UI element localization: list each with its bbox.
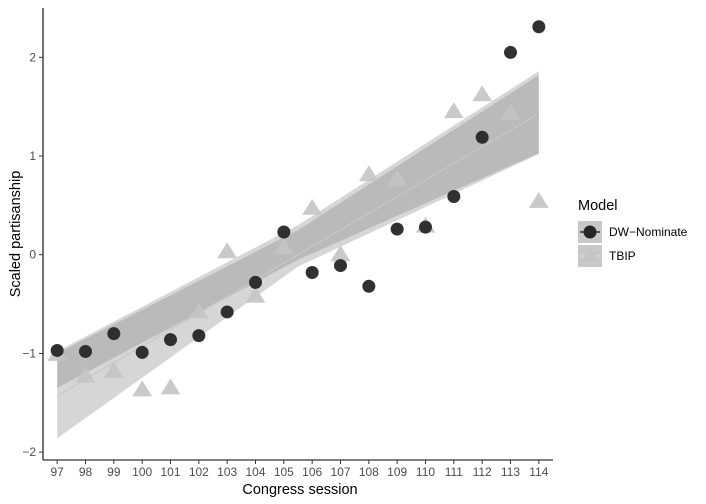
- legend-title: Model: [578, 198, 618, 214]
- dw-nominate-point: [192, 329, 206, 343]
- legend-label: DW−Nominate: [609, 225, 688, 239]
- tbip-point: [273, 238, 294, 255]
- confidence-band-dw-nominate: [57, 75, 539, 388]
- y-axis-title: Scaled partisanship: [8, 171, 24, 298]
- y-tick-label: −2: [22, 445, 36, 459]
- tbip-point: [330, 245, 351, 262]
- dw-nominate-point: [277, 225, 291, 239]
- dw-nominate-point: [249, 275, 262, 289]
- dw-nominate-point: [532, 20, 546, 34]
- tbip-point: [188, 302, 209, 319]
- dw-nominate-point: [164, 333, 177, 347]
- x-tick-label: 99: [107, 465, 121, 479]
- tbip-point: [302, 198, 323, 215]
- y-tick-label: 1: [29, 149, 36, 163]
- y-tick-label: 2: [29, 50, 36, 64]
- dw-nominate-point: [79, 344, 92, 358]
- x-tick-label: 103: [217, 465, 237, 479]
- legend-triangle-marker: [581, 247, 599, 262]
- x-tick-label: 110: [416, 465, 435, 479]
- x-tick-label: 108: [359, 465, 379, 479]
- dw-nominate-point: [305, 265, 319, 279]
- legend: Model DW−Nominate TBIP: [578, 198, 688, 267]
- x-axis-title: Congress session: [242, 482, 357, 498]
- tbip-point: [217, 242, 238, 259]
- dw-nominate-point: [504, 45, 517, 59]
- tbip-point: [132, 380, 153, 397]
- dw-nominate-point: [334, 259, 347, 273]
- x-tick-label: 112: [473, 465, 492, 479]
- dw-nominate-point: [447, 189, 461, 203]
- dw-nominate-point: [419, 220, 432, 234]
- tbip-point: [358, 165, 379, 182]
- tbip-point: [160, 378, 181, 395]
- x-tick-label: 98: [79, 465, 93, 479]
- dw-nominate-point: [390, 222, 404, 236]
- dw-nominate-point: [107, 327, 121, 341]
- axes: 97 98 99 100 101 102 103 104 105 106 107 108 109 110 1…: [22, 8, 553, 479]
- tbip-point: [245, 286, 266, 303]
- legend-circle-marker: [583, 225, 597, 239]
- dw-nominate-point: [475, 130, 489, 144]
- y-tick-label: −1: [22, 346, 36, 360]
- x-tick-label: 97: [50, 465, 64, 479]
- tbip-point: [528, 192, 549, 208]
- tbip-point: [443, 102, 464, 119]
- legend-label: TBIP: [609, 249, 636, 263]
- x-tick-label: 114: [529, 465, 548, 479]
- x-tick-label: 101: [160, 465, 180, 479]
- data-points: [47, 20, 549, 397]
- x-tick-label: 106: [302, 465, 322, 479]
- x-tick-label: 109: [387, 465, 407, 479]
- legend-key-dw-nominate: DW−Nominate: [578, 221, 688, 243]
- tbip-point: [387, 170, 408, 187]
- x-tick-label: 105: [274, 465, 294, 479]
- legend-key-tbip: TBIP: [578, 245, 636, 267]
- dw-nominate-point: [135, 345, 149, 359]
- tbip-point: [75, 366, 96, 383]
- x-tick-label: 111: [445, 465, 464, 479]
- x-tick-label: 102: [189, 465, 209, 479]
- fit-lines: [56, 113, 540, 397]
- y-tick-label: 0: [29, 248, 36, 262]
- x-tick-label: 104: [245, 465, 265, 479]
- x-tick-label: 113: [501, 465, 520, 479]
- tbip-point: [500, 104, 521, 121]
- x-tick-label: 100: [132, 465, 152, 479]
- dw-nominate-point: [50, 343, 64, 357]
- tbip-point: [472, 85, 493, 102]
- x-tick-label: 107: [330, 465, 350, 479]
- fit-line-tbip: [56, 113, 540, 397]
- dw-nominate-point: [362, 279, 376, 293]
- dw-nominate-point: [220, 305, 234, 319]
- tbip-point: [103, 361, 124, 378]
